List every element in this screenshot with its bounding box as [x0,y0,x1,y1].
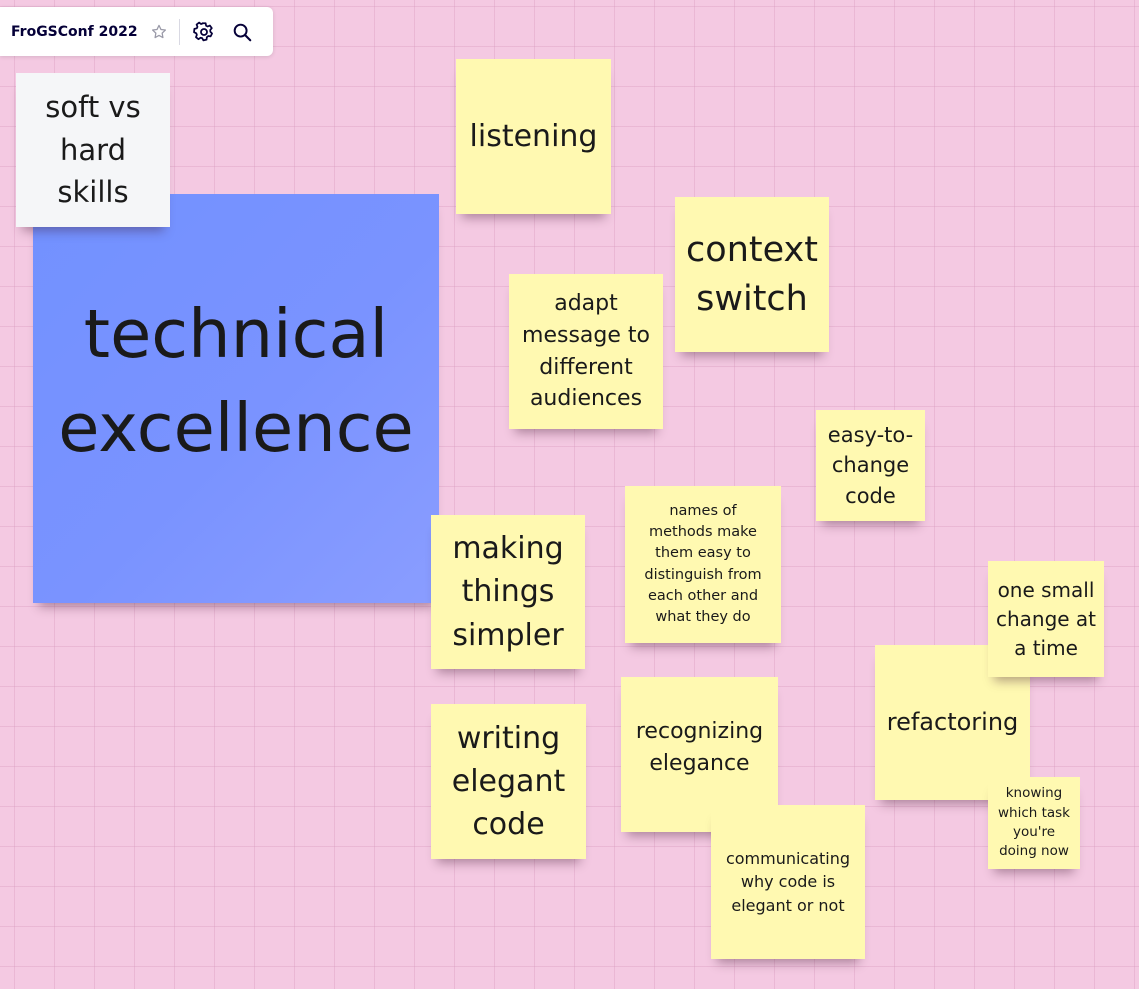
search-icon[interactable] [230,20,254,44]
sticky-note-writing-elegant-code[interactable]: writing elegant code [431,704,586,859]
sticky-note-text: listening [469,118,598,154]
board-title[interactable]: FroGSConf 2022 [11,23,138,40]
sticky-note-listening[interactable]: listening [456,59,611,214]
sticky-note-text: adapt message to different audiences [522,291,650,412]
sticky-note-text: making things simpler [452,531,564,653]
sticky-note-soft-vs-hard-skills[interactable]: soft vs hard skills [16,73,170,227]
sticky-note-text: writing elegant code [451,720,566,843]
sticky-note-adapt-message[interactable]: adapt message to different audiences [509,274,663,429]
sticky-note-text: communicating why code is elegant or not [725,849,851,915]
sticky-note-text: refactoring [886,708,1019,737]
sticky-note-text: one small change at a time [995,577,1097,660]
sticky-note-refactoring[interactable]: refactoring [875,645,1030,800]
sticky-note-one-small-change[interactable]: one small change at a time [988,561,1104,677]
sticky-note-knowing-which-task[interactable]: knowing which task you're doing now [988,777,1080,869]
gear-icon[interactable] [192,20,216,44]
board-toolbar: FroGSConf 2022 [0,7,273,56]
sticky-note-text: recognizing elegance [635,718,764,776]
star-icon[interactable] [149,22,169,42]
sticky-note-text: context switch [686,229,818,319]
sticky-note-names-of-methods[interactable]: names of methods make them easy to disti… [625,486,781,643]
sticky-note-context-switch[interactable]: context switch [675,197,829,352]
sticky-note-text: knowing which task you're doing now [997,785,1071,860]
sticky-note-easy-to-change-code[interactable]: easy-to- change code [816,410,925,521]
sticky-note-technical-excellence[interactable]: technical excellence [33,194,439,603]
sticky-note-text: easy-to- change code [827,423,914,508]
toolbar-divider [178,18,180,45]
sticky-note-text: names of methods make them easy to disti… [644,503,762,625]
sticky-note-text: technical excellence [58,294,414,467]
sticky-note-making-things-simpler[interactable]: making things simpler [431,515,585,669]
sticky-note-communicating-why[interactable]: communicating why code is elegant or not [711,805,865,959]
sticky-note-text: soft vs hard skills [45,89,141,210]
